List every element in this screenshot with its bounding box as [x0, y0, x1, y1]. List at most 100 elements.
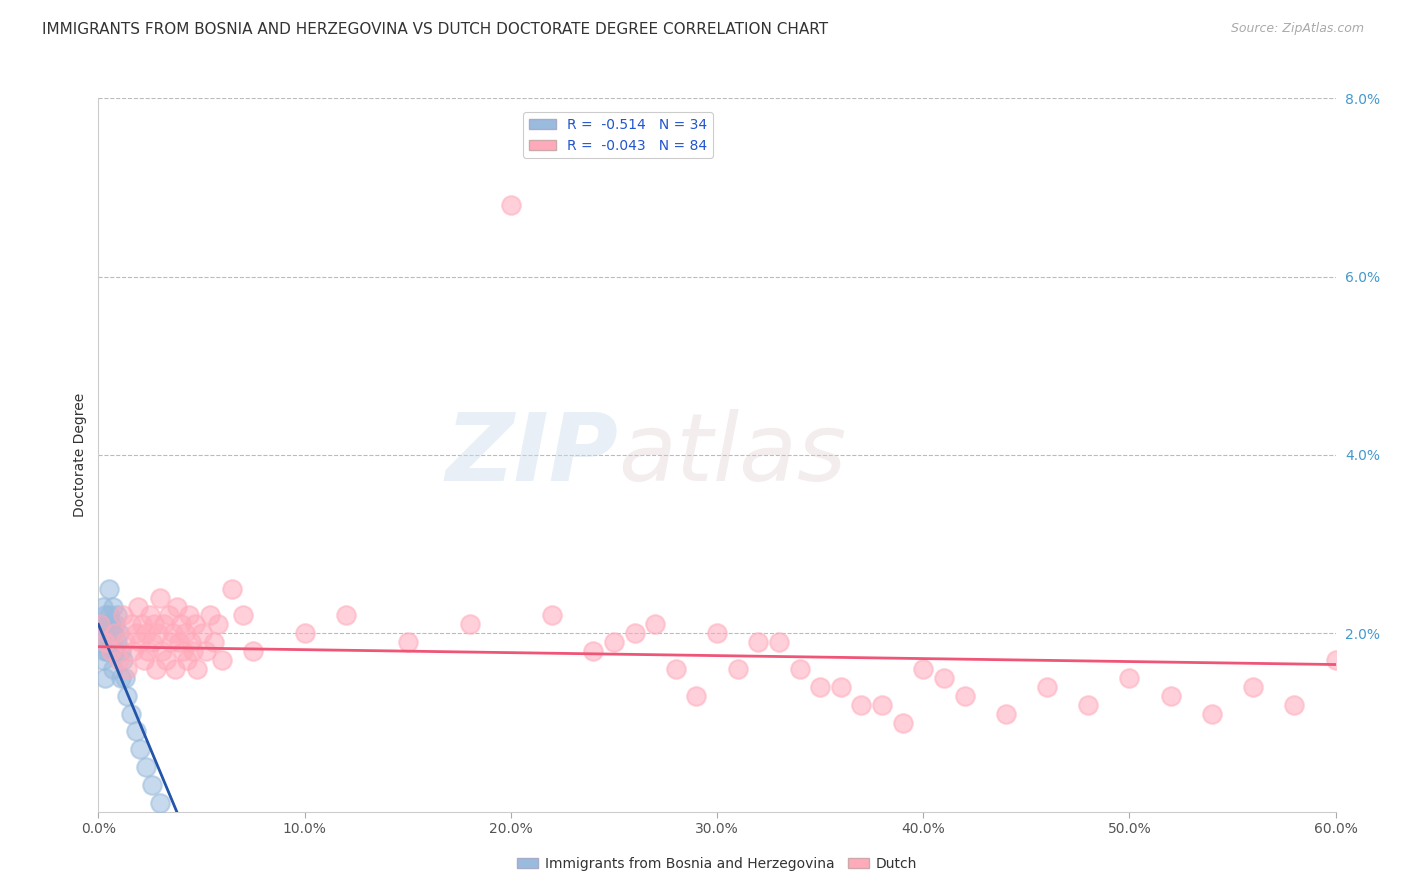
- Point: [665, 662, 688, 676]
- Point: [100, 617, 122, 632]
- Point: [124, 626, 146, 640]
- Point: [120, 617, 142, 632]
- Point: [141, 778, 163, 792]
- Point: [96, 644, 118, 658]
- Point: [1324, 653, 1347, 667]
- Point: [101, 626, 124, 640]
- Point: [104, 644, 127, 658]
- Point: [117, 662, 139, 676]
- Point: [232, 608, 254, 623]
- Point: [747, 635, 769, 649]
- Point: [141, 635, 163, 649]
- Point: [149, 591, 172, 605]
- Text: ZIP: ZIP: [446, 409, 619, 501]
- Legend: Immigrants from Bosnia and Herzegovina, Dutch: Immigrants from Bosnia and Herzegovina, …: [512, 851, 922, 876]
- Point: [110, 644, 132, 658]
- Point: [186, 662, 208, 676]
- Point: [335, 608, 357, 623]
- Point: [198, 608, 221, 623]
- Point: [89, 617, 111, 632]
- Point: [136, 644, 159, 658]
- Point: [91, 653, 114, 667]
- Point: [120, 706, 142, 721]
- Point: [153, 617, 176, 632]
- Point: [162, 626, 184, 640]
- Point: [155, 653, 177, 667]
- Point: [93, 671, 115, 685]
- Point: [96, 617, 118, 632]
- Point: [994, 706, 1017, 721]
- Point: [167, 635, 190, 649]
- Point: [150, 644, 173, 658]
- Point: [644, 617, 666, 632]
- Point: [108, 653, 131, 667]
- Point: [149, 796, 172, 810]
- Point: [851, 698, 873, 712]
- Point: [139, 608, 162, 623]
- Point: [163, 662, 186, 676]
- Point: [93, 635, 115, 649]
- Point: [128, 635, 150, 649]
- Point: [131, 617, 153, 632]
- Point: [207, 617, 229, 632]
- Point: [108, 626, 131, 640]
- Point: [830, 680, 852, 694]
- Point: [105, 608, 128, 623]
- Point: [101, 662, 124, 676]
- Point: [105, 635, 128, 649]
- Point: [603, 635, 626, 649]
- Point: [135, 760, 157, 774]
- Point: [97, 608, 120, 623]
- Point: [912, 662, 935, 676]
- Text: Source: ZipAtlas.com: Source: ZipAtlas.com: [1230, 22, 1364, 36]
- Point: [184, 617, 207, 632]
- Point: [114, 635, 136, 649]
- Point: [100, 644, 122, 658]
- Point: [242, 644, 264, 658]
- Point: [143, 617, 166, 632]
- Point: [170, 617, 193, 632]
- Point: [157, 608, 180, 623]
- Point: [174, 626, 197, 640]
- Point: [100, 644, 122, 658]
- Point: [159, 635, 181, 649]
- Text: IMMIGRANTS FROM BOSNIA AND HERZEGOVINA VS DUTCH DOCTORATE DEGREE CORRELATION CHA: IMMIGRANTS FROM BOSNIA AND HERZEGOVINA V…: [42, 22, 828, 37]
- Point: [768, 635, 790, 649]
- Point: [89, 635, 111, 649]
- Point: [91, 599, 114, 614]
- Point: [89, 617, 111, 632]
- Point: [190, 626, 212, 640]
- Point: [176, 653, 198, 667]
- Point: [1241, 680, 1264, 694]
- Point: [891, 715, 914, 730]
- Point: [148, 626, 170, 640]
- Point: [172, 644, 194, 658]
- Point: [124, 724, 146, 739]
- Point: [870, 698, 893, 712]
- Point: [127, 599, 149, 614]
- Point: [396, 635, 419, 649]
- Point: [541, 608, 564, 623]
- Point: [1160, 689, 1182, 703]
- Point: [97, 635, 120, 649]
- Point: [128, 742, 150, 756]
- Point: [112, 608, 135, 623]
- Point: [808, 680, 831, 694]
- Point: [166, 599, 188, 614]
- Point: [97, 582, 120, 596]
- Point: [145, 662, 167, 676]
- Point: [1077, 698, 1099, 712]
- Point: [499, 198, 522, 212]
- Point: [132, 653, 155, 667]
- Point: [179, 608, 201, 623]
- Point: [180, 635, 202, 649]
- Point: [114, 671, 136, 685]
- Point: [953, 689, 976, 703]
- Point: [91, 626, 114, 640]
- Point: [104, 626, 127, 640]
- Point: [211, 653, 233, 667]
- Point: [458, 617, 481, 632]
- Point: [789, 662, 811, 676]
- Point: [1201, 706, 1223, 721]
- Point: [112, 653, 135, 667]
